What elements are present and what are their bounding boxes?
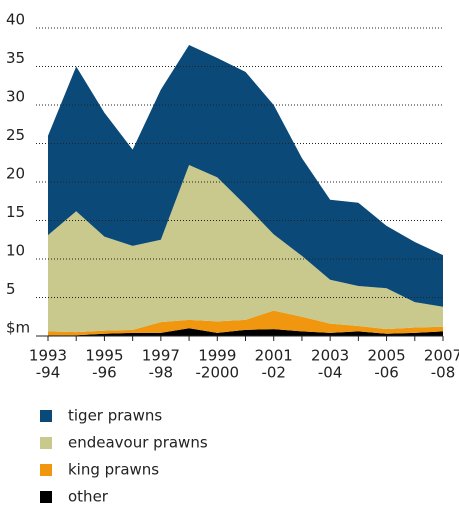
y-tick-label: 15 xyxy=(6,203,25,221)
x-tick-label: 2001 xyxy=(255,347,293,365)
y-tick-label: $m xyxy=(6,319,30,337)
x-tick-label: 1995 xyxy=(85,347,123,365)
y-tick-label: 5 xyxy=(6,280,16,298)
x-tick-label: 2005 xyxy=(367,347,405,365)
y-tick-label: 40 xyxy=(6,11,25,29)
x-tick-label: -04 xyxy=(318,364,343,382)
legend-swatch xyxy=(40,437,52,449)
x-tick-label: -98 xyxy=(149,364,174,382)
legend-label: king prawns xyxy=(68,461,159,479)
x-tick-label: 2007 xyxy=(424,347,459,365)
x-tick-label: -06 xyxy=(374,364,399,382)
legend-label: endeavour prawns xyxy=(68,434,208,452)
legend-swatch xyxy=(40,410,52,422)
legend-label: other xyxy=(68,488,109,506)
x-tick-label: -08 xyxy=(431,364,456,382)
y-tick-label: 35 xyxy=(6,49,25,67)
y-tick-label: 10 xyxy=(6,242,25,260)
x-tick-label: 2003 xyxy=(311,347,349,365)
x-tick-label: -2000 xyxy=(195,364,239,382)
area xyxy=(48,165,443,333)
area xyxy=(48,328,443,336)
x-tick-label: 1997 xyxy=(142,347,180,365)
x-tick-label: -94 xyxy=(36,364,61,382)
y-tick-label: 30 xyxy=(6,88,25,106)
y-tick-label: 25 xyxy=(6,126,25,144)
y-tick-label: 20 xyxy=(6,165,25,183)
x-tick-label: 1993 xyxy=(29,347,67,365)
legend-swatch xyxy=(40,491,52,503)
legend-swatch xyxy=(40,464,52,476)
x-tick-label: -96 xyxy=(92,364,117,382)
area xyxy=(48,44,443,307)
x-tick-label: -02 xyxy=(261,364,286,382)
area xyxy=(48,310,443,336)
legend-label: tiger prawns xyxy=(68,407,162,425)
x-tick-label: 1999 xyxy=(198,347,236,365)
